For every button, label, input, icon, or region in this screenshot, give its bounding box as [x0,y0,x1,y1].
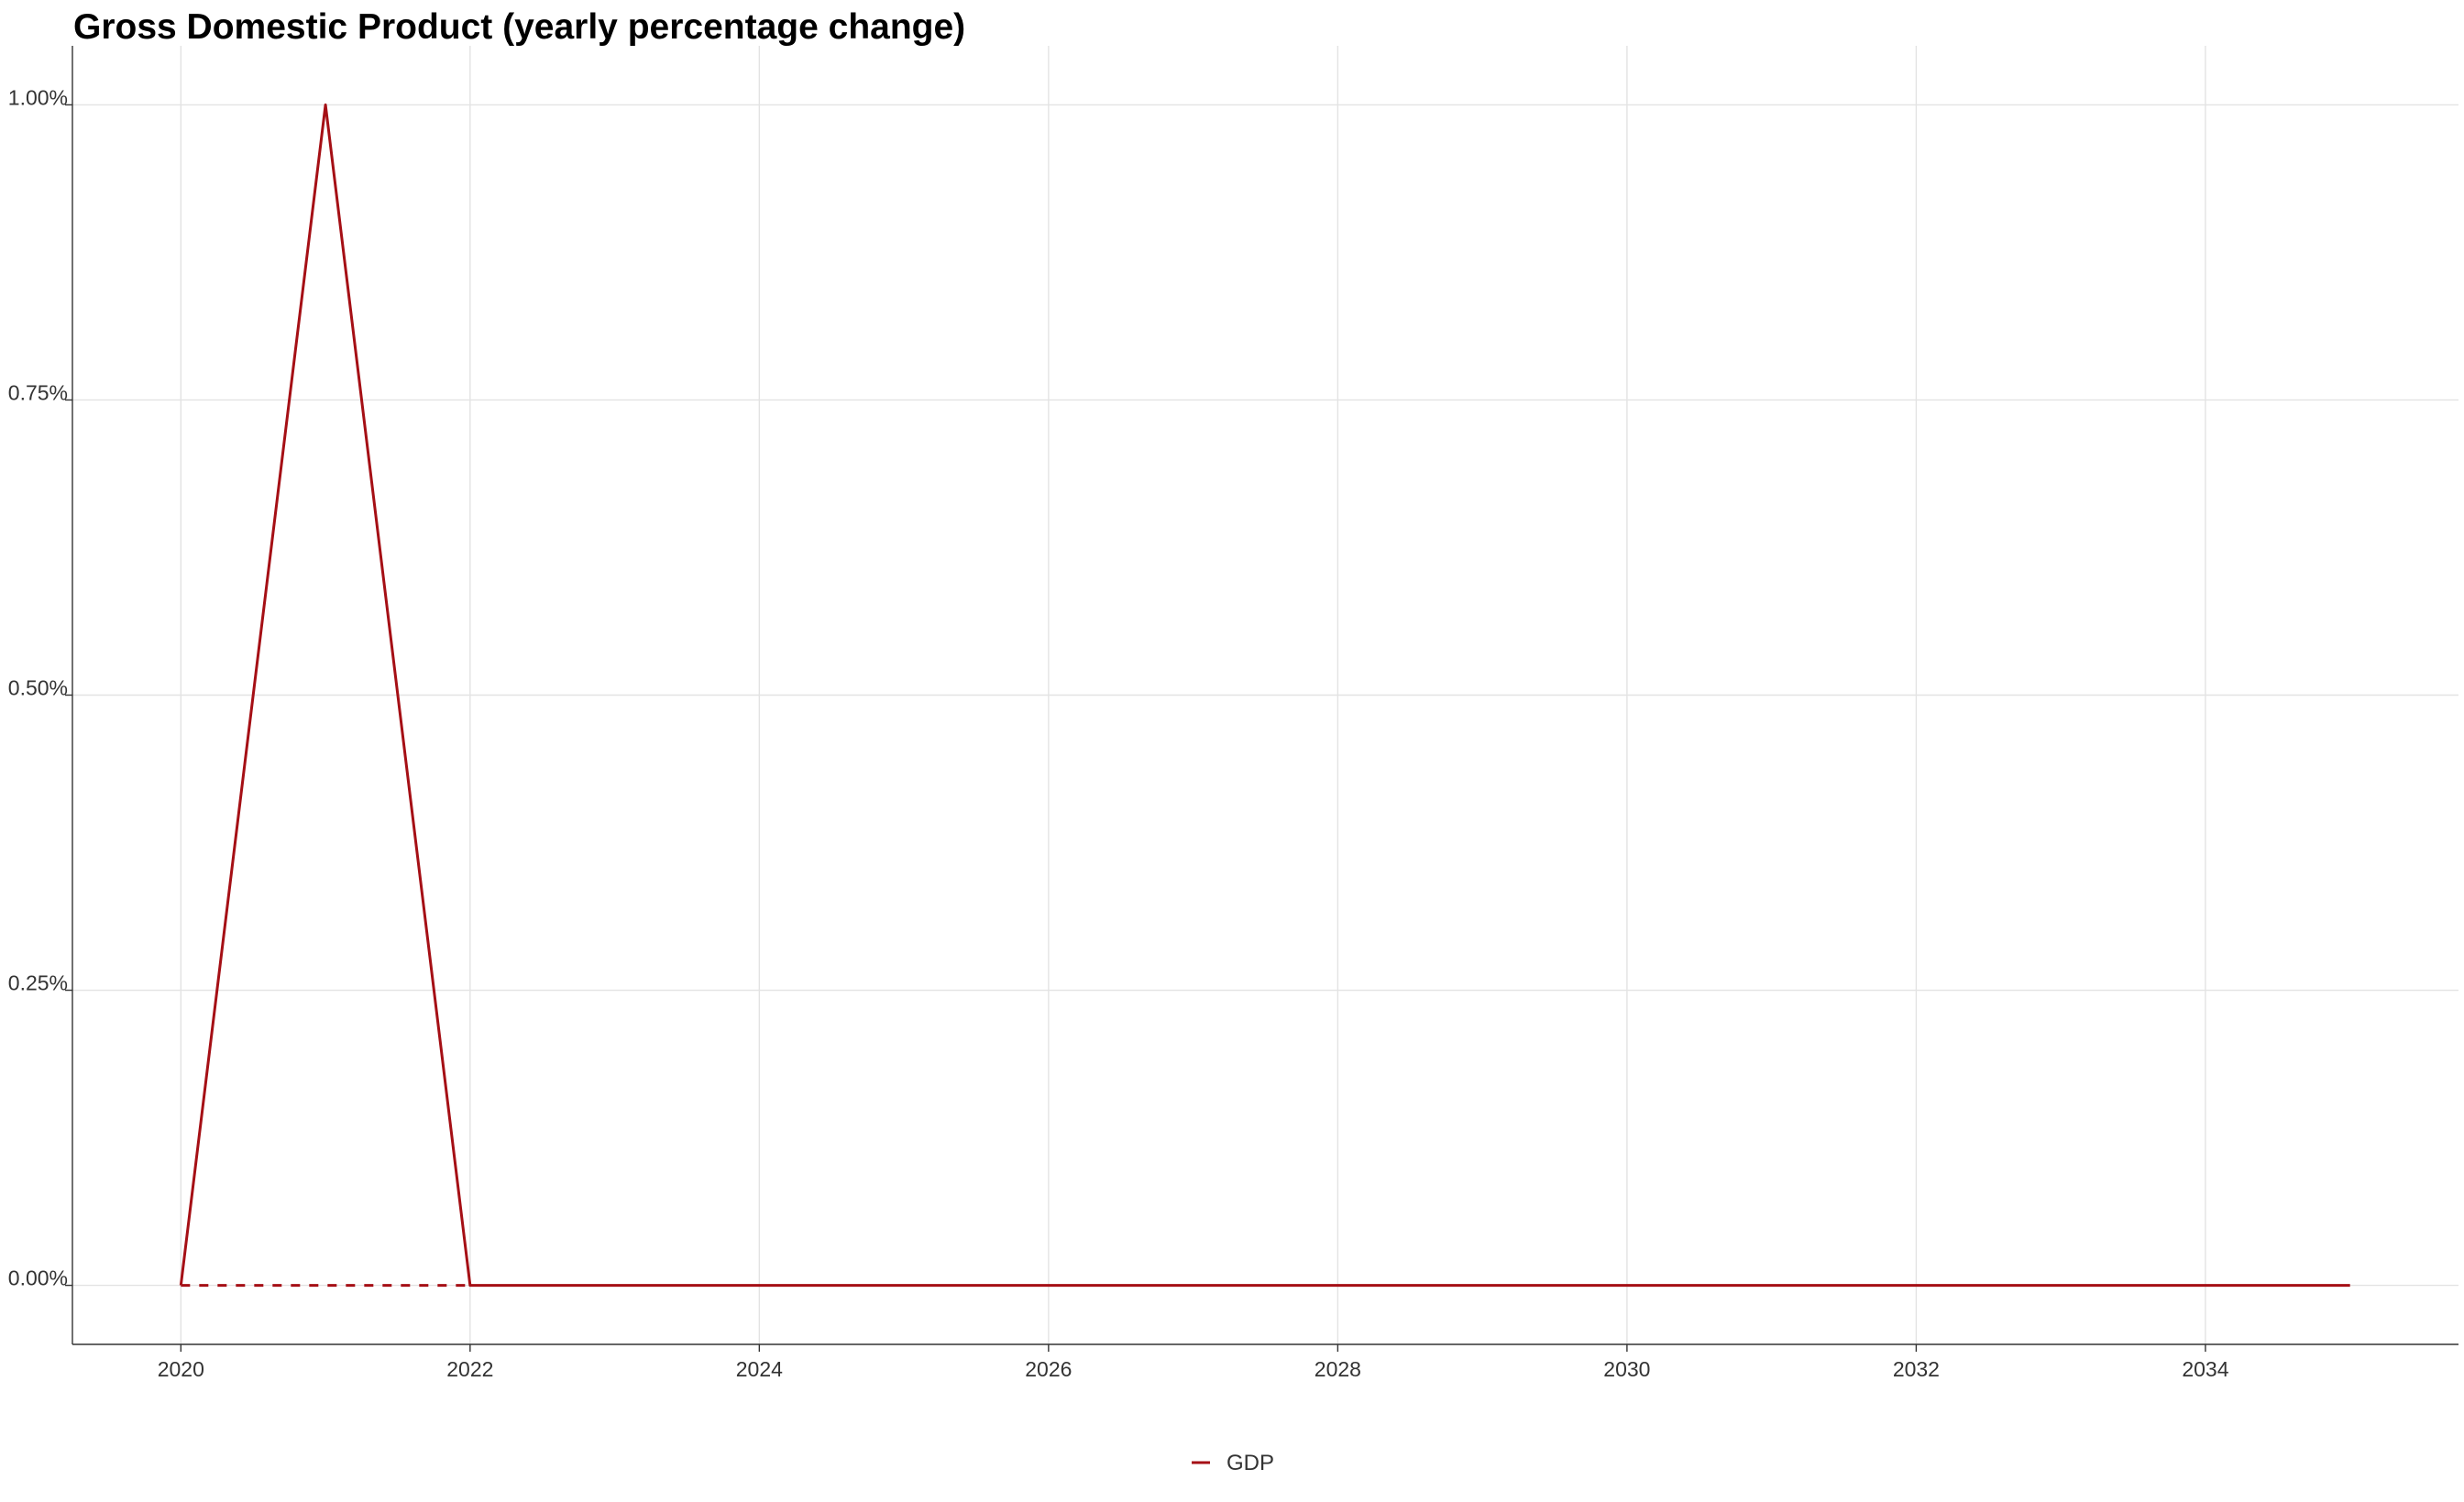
legend-label-gdp: GDP [1226,1451,1274,1475]
chart-title: Gross Domestic Product (yearly percentag… [73,7,965,47]
x-tick-label: 2020 [158,1357,204,1381]
y-tick-label: 0.75% [8,380,68,404]
y-tick-label: 0.50% [8,676,68,700]
x-tick-label: 2034 [2182,1357,2228,1381]
y-tick-label: 0.00% [8,1266,68,1290]
y-tick-label: 1.00% [8,85,68,109]
grid [72,46,2458,1344]
axes [65,46,2458,1352]
x-tick-label: 2022 [446,1357,493,1381]
x-tick-label: 2024 [736,1357,783,1381]
x-tick-label: 2030 [1603,1357,1650,1381]
series-lines [179,103,2350,1288]
x-tick-label: 2028 [1314,1357,1361,1381]
y-tick-label: 0.25% [8,971,68,995]
legend: GDP [1192,1451,1274,1475]
x-tick-label: 2032 [1893,1357,1940,1381]
gdp-line [179,103,2350,1288]
tick-labels: 2020 2022 2024 2026 2028 2030 2032 2034 0.00% 0.2… [8,85,2229,1381]
x-tick-label: 2026 [1025,1357,1072,1381]
